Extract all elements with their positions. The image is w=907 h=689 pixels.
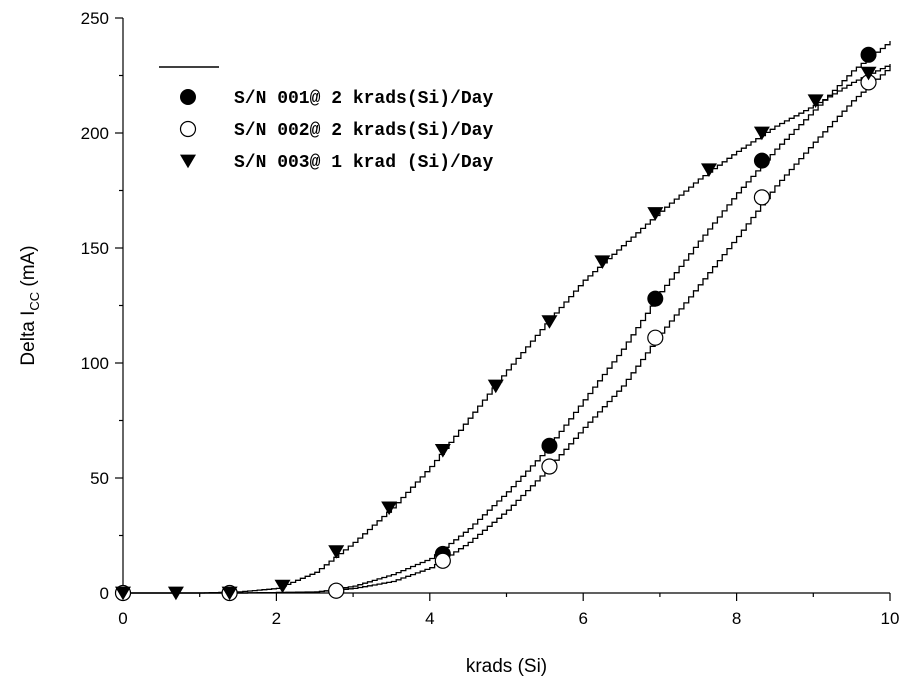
y-tick-label: 200 bbox=[81, 124, 109, 143]
y-axis-title-main: Delta I bbox=[18, 311, 39, 366]
data-point-series-2 bbox=[753, 189, 771, 206]
y-axis-title-unit: (mA) bbox=[18, 245, 39, 291]
legend-label-series-2: S/N 002@ 2 krads(Si)/Day bbox=[234, 121, 493, 141]
fit-line-series-3 bbox=[123, 64, 891, 594]
fit-line-series-1 bbox=[123, 41, 891, 594]
data-point-series-3 bbox=[167, 586, 184, 601]
y-axis-title-subscript: CC bbox=[27, 292, 42, 311]
y-tick-label: 250 bbox=[81, 9, 109, 28]
legend-marker-series-1 bbox=[180, 89, 196, 105]
legend-marker-series-3 bbox=[180, 154, 196, 169]
x-axis-title: krads (Si) bbox=[466, 656, 547, 677]
data-point-series-3 bbox=[594, 255, 611, 269]
y-tick-label: 0 bbox=[100, 584, 109, 603]
fit-lines bbox=[123, 41, 891, 594]
data-point-series-2 bbox=[434, 552, 451, 569]
data-point-series-2 bbox=[647, 329, 664, 346]
data-point-series-3 bbox=[381, 501, 398, 516]
x-tick-label: 8 bbox=[732, 609, 741, 628]
data-point-series-3 bbox=[700, 163, 717, 177]
y-tick-label: 100 bbox=[81, 354, 109, 373]
legend-label-series-1: S/N 001@ 2 krads(Si)/Day bbox=[234, 89, 493, 109]
x-tick-label: 10 bbox=[881, 609, 900, 628]
y-axis-title: Delta ICC (mA) bbox=[18, 245, 42, 365]
y-tick-label: 50 bbox=[90, 469, 109, 488]
x-tick-label: 2 bbox=[272, 609, 281, 628]
data-point-series-3 bbox=[753, 126, 770, 141]
data-markers bbox=[114, 46, 877, 602]
data-point-series-3 bbox=[115, 586, 131, 601]
data-point-series-3 bbox=[860, 66, 877, 81]
data-point-series-3 bbox=[434, 444, 451, 458]
data-point-series-3 bbox=[541, 315, 558, 329]
x-tick-label: 0 bbox=[118, 609, 127, 628]
data-point-series-2 bbox=[328, 582, 345, 599]
data-point-series-3 bbox=[647, 207, 664, 221]
legend: S/N 001@ 2 krads(Si)/Day S/N 002@ 2 krads… bbox=[159, 66, 493, 173]
legend-label-series-3: S/N 003@ 1 krad (Si)/Day bbox=[234, 153, 493, 173]
data-point-series-3 bbox=[487, 379, 504, 394]
data-point-series-3 bbox=[274, 579, 291, 594]
data-point-series-3 bbox=[221, 586, 238, 601]
data-point-series-3 bbox=[328, 545, 345, 559]
x-tick-label: 6 bbox=[578, 609, 587, 628]
x-tick-label: 4 bbox=[425, 609, 434, 628]
fit-line-series-2 bbox=[123, 66, 891, 594]
data-point-series-3 bbox=[807, 94, 824, 108]
y-tick-label: 150 bbox=[81, 239, 109, 258]
data-point-series-1 bbox=[753, 152, 770, 169]
data-point-series-1 bbox=[860, 46, 877, 63]
data-point-series-2 bbox=[541, 458, 558, 475]
data-point-series-1 bbox=[541, 437, 558, 454]
data-point-series-1 bbox=[647, 290, 664, 307]
legend-marker-series-2 bbox=[179, 120, 197, 138]
